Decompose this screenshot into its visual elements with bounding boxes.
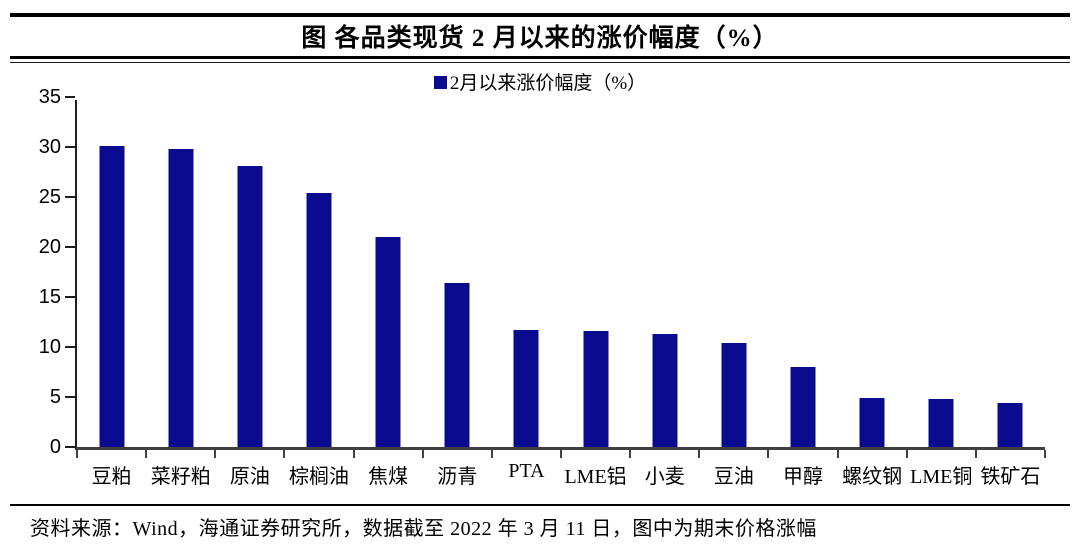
y-axis-tick-label: 30: [38, 136, 61, 158]
x-axis-tick-label: 小麦: [644, 466, 685, 488]
x-axis-tick-label: 焦煤: [368, 466, 409, 488]
top-rule: [10, 13, 1070, 17]
x-axis-tick: [214, 450, 217, 458]
y-axis-tick-label: 10: [38, 336, 61, 358]
x-axis-tick-label: 螺纹钢: [842, 466, 903, 488]
bar: [375, 237, 401, 447]
bar: [790, 367, 816, 447]
x-axis-tick-label: LME铝: [564, 466, 627, 488]
title-divider: [10, 56, 1070, 63]
x-axis-tick-label: 棕榈油: [289, 466, 349, 488]
x-axis-tick: [421, 450, 424, 458]
footer-divider: [10, 504, 1070, 506]
y-axis-tick: [65, 296, 75, 298]
y-axis-tick: [65, 446, 75, 448]
x-axis-tick: [490, 450, 493, 458]
bar: [237, 166, 263, 447]
bar-chart: 0 5 10 15 20 25 30 35 豆粕 菜籽粕 原油 棕榈油 焦煤 沥青 PTA LME铝 小麦 豆油 甲…: [39, 86, 1046, 488]
legend-label: 2月以来涨价幅度（%）: [449, 73, 647, 94]
x-axis-tick-label: PTA: [508, 460, 545, 482]
bar: [583, 331, 609, 447]
chart-legend: 2月以来涨价幅度（%）: [0, 68, 1080, 95]
y-axis-tick-label: 15: [38, 286, 61, 308]
bar: [168, 149, 194, 447]
x-axis-tick-label: 菜籽粕: [150, 466, 211, 488]
x-axis-tick: [905, 450, 908, 458]
source-note: 资料来源：Wind，海通证券研究所，数据截至 2022 年 3 月 11 日，图…: [30, 518, 817, 540]
y-axis-tick: [65, 196, 75, 198]
y-axis-tick: [65, 146, 75, 148]
bar: [513, 330, 539, 447]
x-axis-tick-label: 沥青: [437, 466, 478, 488]
y-axis-tick-label: 5: [49, 386, 61, 408]
x-axis-tick-label: 豆油: [713, 466, 754, 488]
y-axis-tick-label: 0: [49, 436, 61, 458]
x-axis-tick-label: 原油: [229, 466, 270, 488]
x-axis-tick: [974, 450, 977, 458]
bar: [721, 343, 747, 447]
y-axis-tick-label: 20: [38, 236, 61, 258]
bar: [306, 193, 332, 447]
y-axis-tick: [65, 396, 75, 398]
bar: [928, 399, 954, 447]
x-axis-tick-label: 甲醇: [783, 466, 823, 488]
x-axis-tick-label: 豆粕: [91, 466, 132, 488]
y-axis-tick-label: 25: [38, 186, 61, 208]
bar: [99, 146, 125, 447]
x-axis-tick: [145, 450, 148, 458]
y-axis-tick: [65, 246, 75, 248]
x-axis-tick-label: LME铜: [910, 466, 973, 488]
x-axis-tick: [560, 450, 562, 458]
chart-title: 图 各品类现货 2 月以来的涨价幅度（%）: [301, 25, 779, 52]
bar: [652, 334, 678, 447]
x-axis-tick: [629, 450, 632, 458]
x-axis-tick: [1044, 450, 1046, 458]
y-axis-tick: [65, 96, 75, 98]
x-axis-tick: [352, 450, 355, 458]
legend-swatch-icon: [433, 76, 447, 89]
x-axis-tick-label: 铁矿石: [980, 466, 1041, 488]
x-axis-tick: [767, 450, 770, 458]
x-axis-tick: [698, 450, 701, 458]
x-axis-tick: [283, 450, 286, 458]
bar: [859, 398, 885, 447]
y-axis-tick: [65, 346, 75, 348]
bar: [997, 403, 1023, 447]
bar: [444, 283, 470, 447]
x-axis-tick: [836, 450, 839, 458]
y-axis-tick-label: 35: [38, 86, 61, 108]
x-axis-tick: [76, 450, 78, 458]
